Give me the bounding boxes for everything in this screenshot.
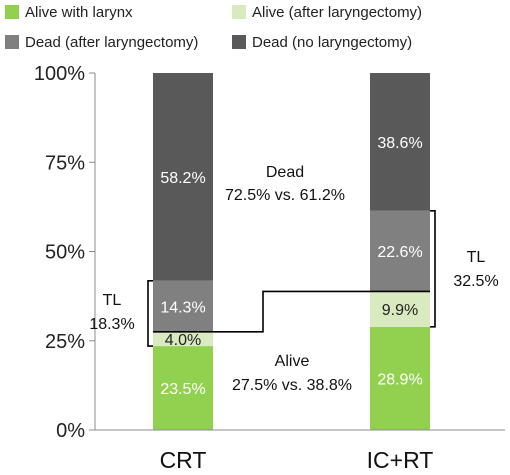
bar-data-label: 28.9% [377, 371, 422, 388]
alive-annotation-line2: 27.5% vs. 38.8% [232, 377, 352, 394]
bar-data-label: 14.3% [160, 299, 205, 316]
legend: Alive with larynx Alive (after laryngecto… [5, 4, 422, 51]
bar-segment [153, 346, 213, 430]
y-tick-label: 50% [45, 242, 85, 264]
legend-label: Alive with larynx [25, 4, 133, 21]
tl-left-bracket [147, 279, 153, 347]
bar-segment [370, 73, 430, 211]
legend-label: Alive (after laryngectomy) [252, 4, 422, 21]
bar-data-label: 4.0% [165, 332, 201, 349]
tl-right-bracket [430, 210, 436, 328]
x-axis: CRT IC+RT [95, 429, 505, 473]
bar-segment [370, 291, 430, 327]
bar-segment [153, 331, 213, 347]
x-category-label: CRT [160, 447, 207, 473]
bar-data-label: 22.6% [377, 244, 422, 261]
legend-swatch [232, 5, 246, 19]
legend-swatch [5, 5, 19, 19]
y-tick-label: 100% [34, 63, 85, 85]
x-category-label: IC+RT [367, 447, 434, 473]
legend-label: Dead (no laryngectomy) [252, 34, 412, 51]
legend-swatch [5, 35, 19, 49]
dead-annotation-line1: Dead [266, 164, 304, 181]
tl-right-annotation-line2: 32.5% [453, 273, 498, 290]
legend-label: Dead (after laryngectomy) [25, 34, 198, 51]
bar-segment [153, 280, 213, 332]
bar-data-label: 23.5% [160, 381, 205, 398]
bar-data-label: 38.6% [377, 135, 422, 152]
bar-segment [370, 326, 430, 430]
dead-annotation-line2: 72.5% vs. 61.2% [225, 187, 345, 204]
legend-swatch [232, 35, 246, 49]
bar-data-label: 58.2% [160, 170, 205, 187]
bars: 23.5% 4.0% 14.3% 58.2% 28.9% 9.9% 22.6% 38.6% [153, 73, 430, 430]
y-tick-label: 75% [45, 152, 85, 174]
y-tick-label: 0% [56, 420, 85, 442]
y-tick-label: 25% [45, 331, 85, 353]
y-axis: 0% 25% 50% 75% 100% [34, 63, 96, 442]
tl-right-annotation-line1: TL [467, 249, 486, 266]
tl-left-annotation-line1: TL [103, 292, 122, 309]
bar-data-label: 9.9% [382, 302, 418, 319]
connectors [147, 210, 436, 347]
bar-segment [370, 210, 430, 292]
annotations: Dead 72.5% vs. 61.2% Alive 27.5% vs. 38.… [89, 164, 498, 394]
bar-segment [153, 73, 213, 281]
alive-annotation-line1: Alive [275, 353, 310, 370]
tl-left-annotation-line2: 18.3% [89, 316, 134, 333]
alive-dead-boundary-line [153, 290, 430, 333]
